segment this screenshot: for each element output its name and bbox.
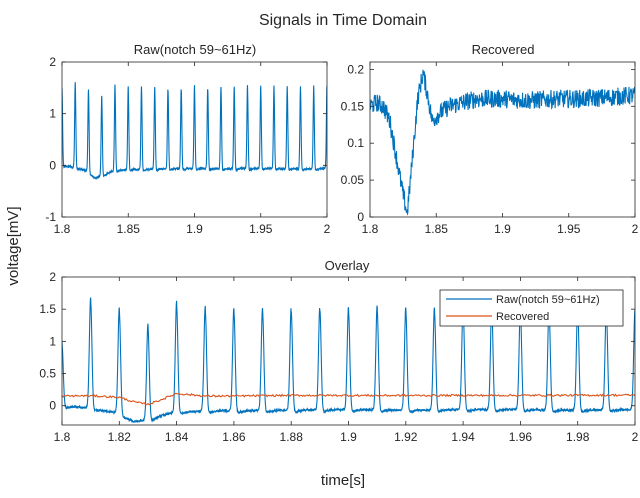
overlay-recovered-series-line bbox=[62, 392, 635, 406]
y-tick-label: 0.1 bbox=[347, 136, 364, 150]
y-tick-label: 0.2 bbox=[347, 62, 364, 76]
panel-recovered: 1.8 1.85 1.9 1.95 2 0 0.05 0.1 0.15 0.2 bbox=[341, 61, 639, 236]
y-tick-label: -1 bbox=[45, 210, 56, 224]
x-tick-label: 1.96 bbox=[509, 430, 533, 444]
y-tick-label: 1.5 bbox=[39, 302, 56, 316]
x-tick-label: 1.8 bbox=[362, 222, 379, 236]
x-tick-label: 1.84 bbox=[165, 430, 189, 444]
recovered-series-line bbox=[370, 69, 635, 216]
panel-raw: 1.8 1.85 1.9 1.95 2 -1 0 1 2 bbox=[45, 55, 330, 236]
x-tick-label: 1.95 bbox=[249, 222, 273, 236]
y-tick-label: 1 bbox=[49, 107, 56, 121]
x-tick-label: 1.85 bbox=[425, 222, 449, 236]
panel-raw-title: Raw(notch 59~61Hz) bbox=[134, 42, 256, 57]
x-tick-label: 2 bbox=[632, 222, 639, 236]
y-tick-label: 0.15 bbox=[341, 99, 365, 113]
x-tick-label: 1.88 bbox=[280, 430, 304, 444]
x-tick-label: 1.92 bbox=[394, 430, 418, 444]
y-tick-label: 2 bbox=[49, 55, 56, 69]
raw-series-line bbox=[62, 82, 327, 181]
x-tick-label: 1.94 bbox=[451, 430, 475, 444]
panel-overlay: 1.8 1.82 1.84 1.86 1.88 1.9 1.92 1.94 1.96 1.98 2 0… bbox=[39, 270, 638, 444]
x-tick-label: 1.8 bbox=[54, 222, 71, 236]
figure-x-label: time[s] bbox=[321, 472, 365, 489]
legend-raw-label: Raw(notch 59~61Hz) bbox=[496, 294, 600, 306]
x-tick-label: 1.9 bbox=[340, 430, 357, 444]
x-tick-label: 1.95 bbox=[557, 222, 581, 236]
x-tick-label: 1.85 bbox=[117, 222, 141, 236]
panel-overlay-title: Overlay bbox=[325, 258, 370, 273]
legend-box bbox=[439, 289, 624, 327]
legend-recovered-label: Recovered bbox=[496, 311, 549, 323]
x-tick-label: 1.82 bbox=[108, 430, 132, 444]
x-tick-label: 1.86 bbox=[222, 430, 246, 444]
y-tick-label: 0.5 bbox=[39, 367, 56, 381]
y-tick-label: 1 bbox=[49, 334, 56, 348]
y-tick-label: 0 bbox=[357, 210, 364, 224]
overlay-raw-series-line bbox=[62, 297, 635, 424]
y-tick-label: 0 bbox=[49, 399, 56, 413]
x-tick-label: 2 bbox=[632, 430, 639, 444]
x-tick-label: 1.9 bbox=[186, 222, 203, 236]
x-tick-label: 1.8 bbox=[54, 430, 71, 444]
figure-y-label: voltage[mV] bbox=[5, 206, 22, 285]
y-tick-label: 0.05 bbox=[341, 173, 365, 187]
y-tick-label: 2 bbox=[49, 270, 56, 284]
x-tick-label: 2 bbox=[324, 222, 331, 236]
x-tick-label: 1.9 bbox=[494, 222, 511, 236]
figure-title: Signals in Time Domain bbox=[259, 12, 427, 29]
y-tick-label: 0 bbox=[49, 158, 56, 172]
x-tick-label: 1.98 bbox=[566, 430, 590, 444]
legend: Raw(notch 59~61Hz) Recovered bbox=[439, 289, 624, 327]
panel-recovered-title: Recovered bbox=[472, 42, 535, 57]
